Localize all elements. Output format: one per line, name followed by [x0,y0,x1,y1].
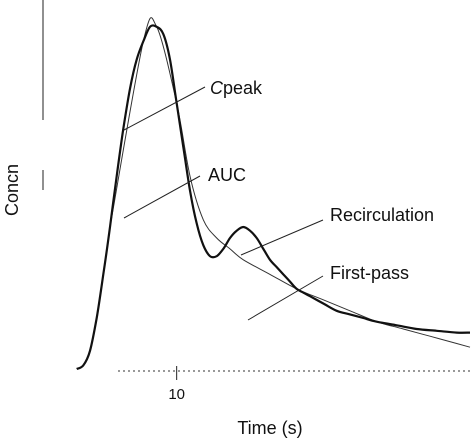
auc-label: AUC [208,165,246,185]
first-pass-label: First-pass [330,263,409,283]
x-axis-label: Time (s) [237,418,302,438]
series-first-pass-line [109,17,471,348]
cpeak-label: Cpeak [210,78,263,98]
cpeak-leader-line [123,86,206,131]
x-tick-label-10: 10 [168,386,185,403]
series-total-concentration-line [76,24,471,371]
cpeak-label-text: peak [223,78,263,98]
auc-leader-line [123,175,201,219]
recirculation-leader-line [240,219,324,256]
recirculation-label: Recirculation [330,205,434,225]
cpeak-italic-c: C [210,78,224,98]
y-axis-label: Concn [2,164,22,216]
first-pass-leader-line [247,275,324,321]
